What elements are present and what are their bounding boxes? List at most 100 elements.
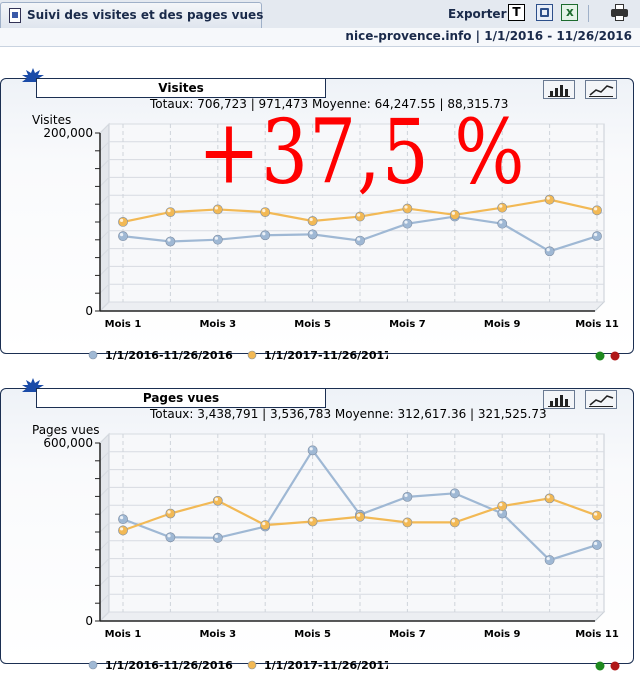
web-export-icon[interactable] [536, 4, 553, 21]
data-point [592, 231, 602, 242]
excel-export-icon[interactable] [561, 4, 578, 21]
y-tick-label: 200,000 [43, 126, 93, 140]
data-point [260, 230, 271, 241]
grid-line-side [99, 230, 110, 241]
legend-marker [247, 350, 257, 360]
data-point [592, 510, 602, 521]
x-tick-label: Mois 7 [389, 629, 426, 640]
panel-title: Pages vues [36, 388, 326, 408]
bar-chart-icon [548, 395, 570, 407]
x-tick-label: Mois 1 [105, 629, 142, 640]
grid-line-side [99, 177, 110, 187]
plot-floor [98, 611, 606, 622]
x-tick-label: Mois 3 [199, 319, 236, 330]
panel-title: Visites [36, 78, 326, 98]
grid-line-side [99, 504, 110, 515]
status-red-light [610, 661, 620, 671]
data-point [212, 204, 223, 215]
data-point [544, 194, 555, 205]
x-tick-label: Mois 11 [575, 319, 619, 330]
data-point [118, 216, 128, 227]
status-lights [595, 661, 620, 671]
data-point [260, 207, 271, 218]
bar-chart-icon [548, 85, 570, 97]
status-red-light [610, 351, 620, 361]
bar-chart-view-button[interactable] [543, 80, 575, 99]
data-point [212, 234, 223, 245]
x-tick-label: Mois 3 [199, 629, 236, 640]
grid-line-side [99, 266, 110, 276]
line-chart-view-button[interactable] [585, 80, 617, 99]
grid-line-side [99, 123, 110, 134]
data-point [355, 211, 365, 222]
y-tick-label: 0 [85, 614, 93, 628]
data-point [355, 235, 365, 246]
data-point [449, 488, 460, 499]
grid-line-side [99, 558, 110, 568]
site-period-bar: nice-provence.info | 1/1/2016 - 11/26/20… [0, 28, 640, 47]
x-tick-label: Mois 1 [105, 319, 142, 330]
data-point [165, 508, 176, 519]
data-point [497, 218, 508, 229]
grid-line-side [99, 301, 110, 312]
data-point [402, 491, 413, 502]
data-point [402, 203, 413, 214]
x-tick-label: Mois 9 [484, 629, 521, 640]
text-export-icon[interactable]: T [508, 4, 525, 21]
data-point [118, 525, 128, 536]
legend-label: 1/1/2017-11/26/2017 [264, 659, 388, 672]
visits-line-chart: 200,000 0 Mois 1 Mois 3 Mois 5 Mois 7 Mois 9 Mo… [43, 122, 619, 330]
grid-line-side [99, 212, 110, 223]
grid-line-side [99, 522, 110, 533]
x-tick-label: Mois 7 [389, 319, 426, 330]
legend-marker [88, 660, 98, 670]
print-icon[interactable] [611, 4, 628, 21]
site-period: nice-provence.info | 1/1/2016 - 11/26/20… [345, 29, 632, 43]
grid-line-side [99, 576, 110, 586]
x-tick-label: Mois 5 [294, 629, 331, 640]
legend-label: 1/1/2016-11/26/2016 [105, 659, 233, 672]
legend-markers: 1/1/2016-11/26/2016 1/1/2017-11/26/2017 [88, 349, 392, 362]
legend-markers: 1/1/2016-11/26/2016 1/1/2017-11/26/2017 [88, 659, 392, 672]
grid-line-side [99, 469, 110, 479]
data-point [449, 209, 460, 220]
grid-line-side [99, 159, 110, 169]
report-tab-title: Suivi des visites et des pages vues [27, 8, 264, 22]
grid-line-side [99, 611, 110, 622]
line-chart-icon [589, 85, 614, 97]
visits-panel: Visites Totaux: 706,723 | 971,473 Moyenn… [0, 64, 640, 362]
report-tab[interactable]: Suivi des visites et des pages vues [0, 2, 264, 28]
legend-label: 1/1/2017-11/26/2017 [264, 349, 388, 362]
pageviews-line-chart: 600,000 0 Mois 1 Mois 3 Mois 5 Mois 7 Mois 9 Mo… [43, 432, 619, 640]
data-point [212, 532, 223, 543]
y-axis-label: Visites [32, 113, 72, 127]
x-tick-label: Mois 9 [484, 319, 521, 330]
status-green-light [595, 351, 605, 361]
bar-chart-view-button[interactable] [543, 390, 575, 409]
status-green-light [595, 661, 605, 671]
data-point [402, 517, 413, 528]
grid-line-side [99, 487, 110, 497]
data-point [544, 246, 555, 257]
grid-line-side [99, 283, 110, 294]
data-point [592, 540, 602, 550]
pageviews-panel: Pages vues Totaux: 3,438,791 | 3,536,783… [0, 374, 640, 672]
y-tick-label: 600,000 [43, 436, 93, 450]
panel-totals: Totaux: 706,723 | 971,473 Moyenne: 64,24… [150, 97, 509, 111]
data-point [497, 501, 508, 511]
document-icon [9, 8, 21, 23]
grid-line-side [99, 593, 110, 604]
chart-legend: 1/1/2016-11/26/2016 1/1/2017-11/26/2017 [88, 658, 392, 675]
data-point [355, 511, 365, 522]
y-tick-label: 0 [85, 304, 93, 318]
top-toolbar: Suivi des visites et des pages vues Expo… [0, 0, 640, 28]
data-point [307, 229, 318, 240]
grid-line-side [99, 194, 110, 205]
data-point [165, 207, 176, 218]
data-point [592, 205, 602, 216]
line-chart-view-button[interactable] [585, 390, 617, 409]
data-point [544, 555, 555, 565]
legend-marker [247, 660, 257, 670]
data-point [307, 516, 318, 527]
growth-overlay-text: +37,5 % [198, 100, 526, 204]
